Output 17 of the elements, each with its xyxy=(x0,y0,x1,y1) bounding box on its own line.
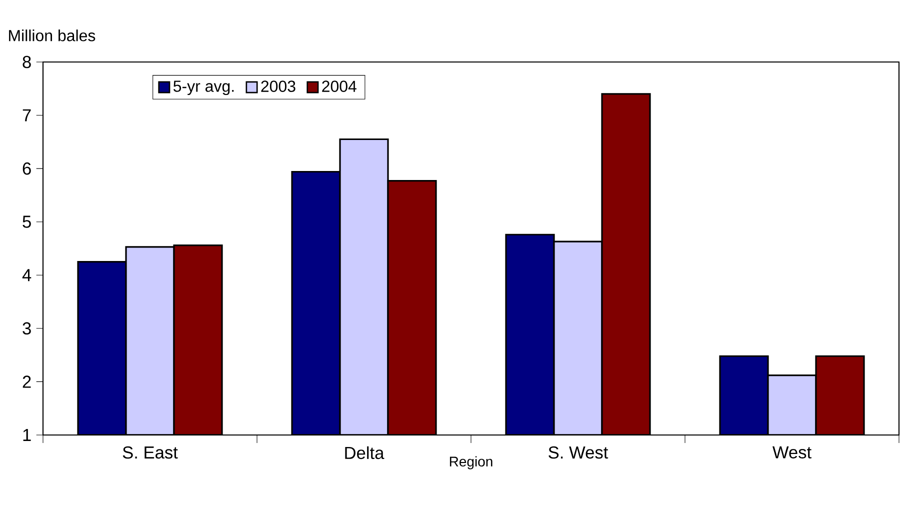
legend-label: 5-yr avg. xyxy=(173,80,234,96)
y-tick-label: 7 xyxy=(22,109,31,122)
y-tick-label: 5 xyxy=(22,216,31,228)
y-axis-title: Million bales xyxy=(9,30,96,42)
y-tick-label: 6 xyxy=(22,162,31,175)
legend-label: 2003 xyxy=(261,80,296,92)
x-tick-label: S. West xyxy=(548,446,608,459)
x-tick-label: Delta xyxy=(345,446,384,460)
x-tick-label: S. East xyxy=(122,446,178,459)
y-tick-label: 1 xyxy=(23,429,31,441)
y-tick-label: 4 xyxy=(22,269,32,282)
x-tick-label: West xyxy=(772,446,812,458)
x-axis-title: Region xyxy=(450,456,492,470)
y-tick-label: 3 xyxy=(22,322,31,335)
y-tick-label: 2 xyxy=(22,376,31,388)
y-tick-label: 8 xyxy=(22,56,31,68)
legend-label: 2004 xyxy=(322,80,356,92)
